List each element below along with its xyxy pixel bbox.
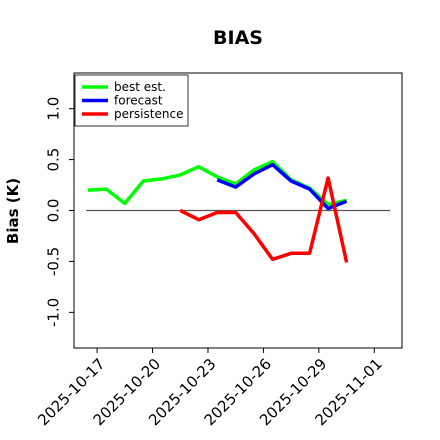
chart-title: BIAS [213, 27, 263, 49]
y-tick-label: 0.5 [44, 148, 62, 172]
y-tick-layer: -1.0 -0.5 0.0 0.5 1.0 [44, 97, 74, 327]
series-line-forecast [216, 162, 348, 211]
y-axis-label: Bias (K) [4, 178, 22, 244]
legend-entry-label: persistence [114, 107, 183, 121]
y-tick-label: 0.0 [44, 199, 62, 223]
y-tick-label: -1.0 [44, 298, 62, 327]
series-layer [87, 159, 349, 263]
y-tick-label: -0.5 [44, 247, 62, 276]
series-line-persistence [179, 176, 349, 263]
legend-entry-label: best est. [114, 80, 166, 94]
x-tick-layer: 2025-10-172025-10-202025-10-232025-10-26… [34, 348, 386, 429]
legend-entry-label: forecast [114, 94, 163, 108]
y-tick-label: 1.0 [44, 97, 62, 121]
series-line-best-est [87, 159, 347, 207]
